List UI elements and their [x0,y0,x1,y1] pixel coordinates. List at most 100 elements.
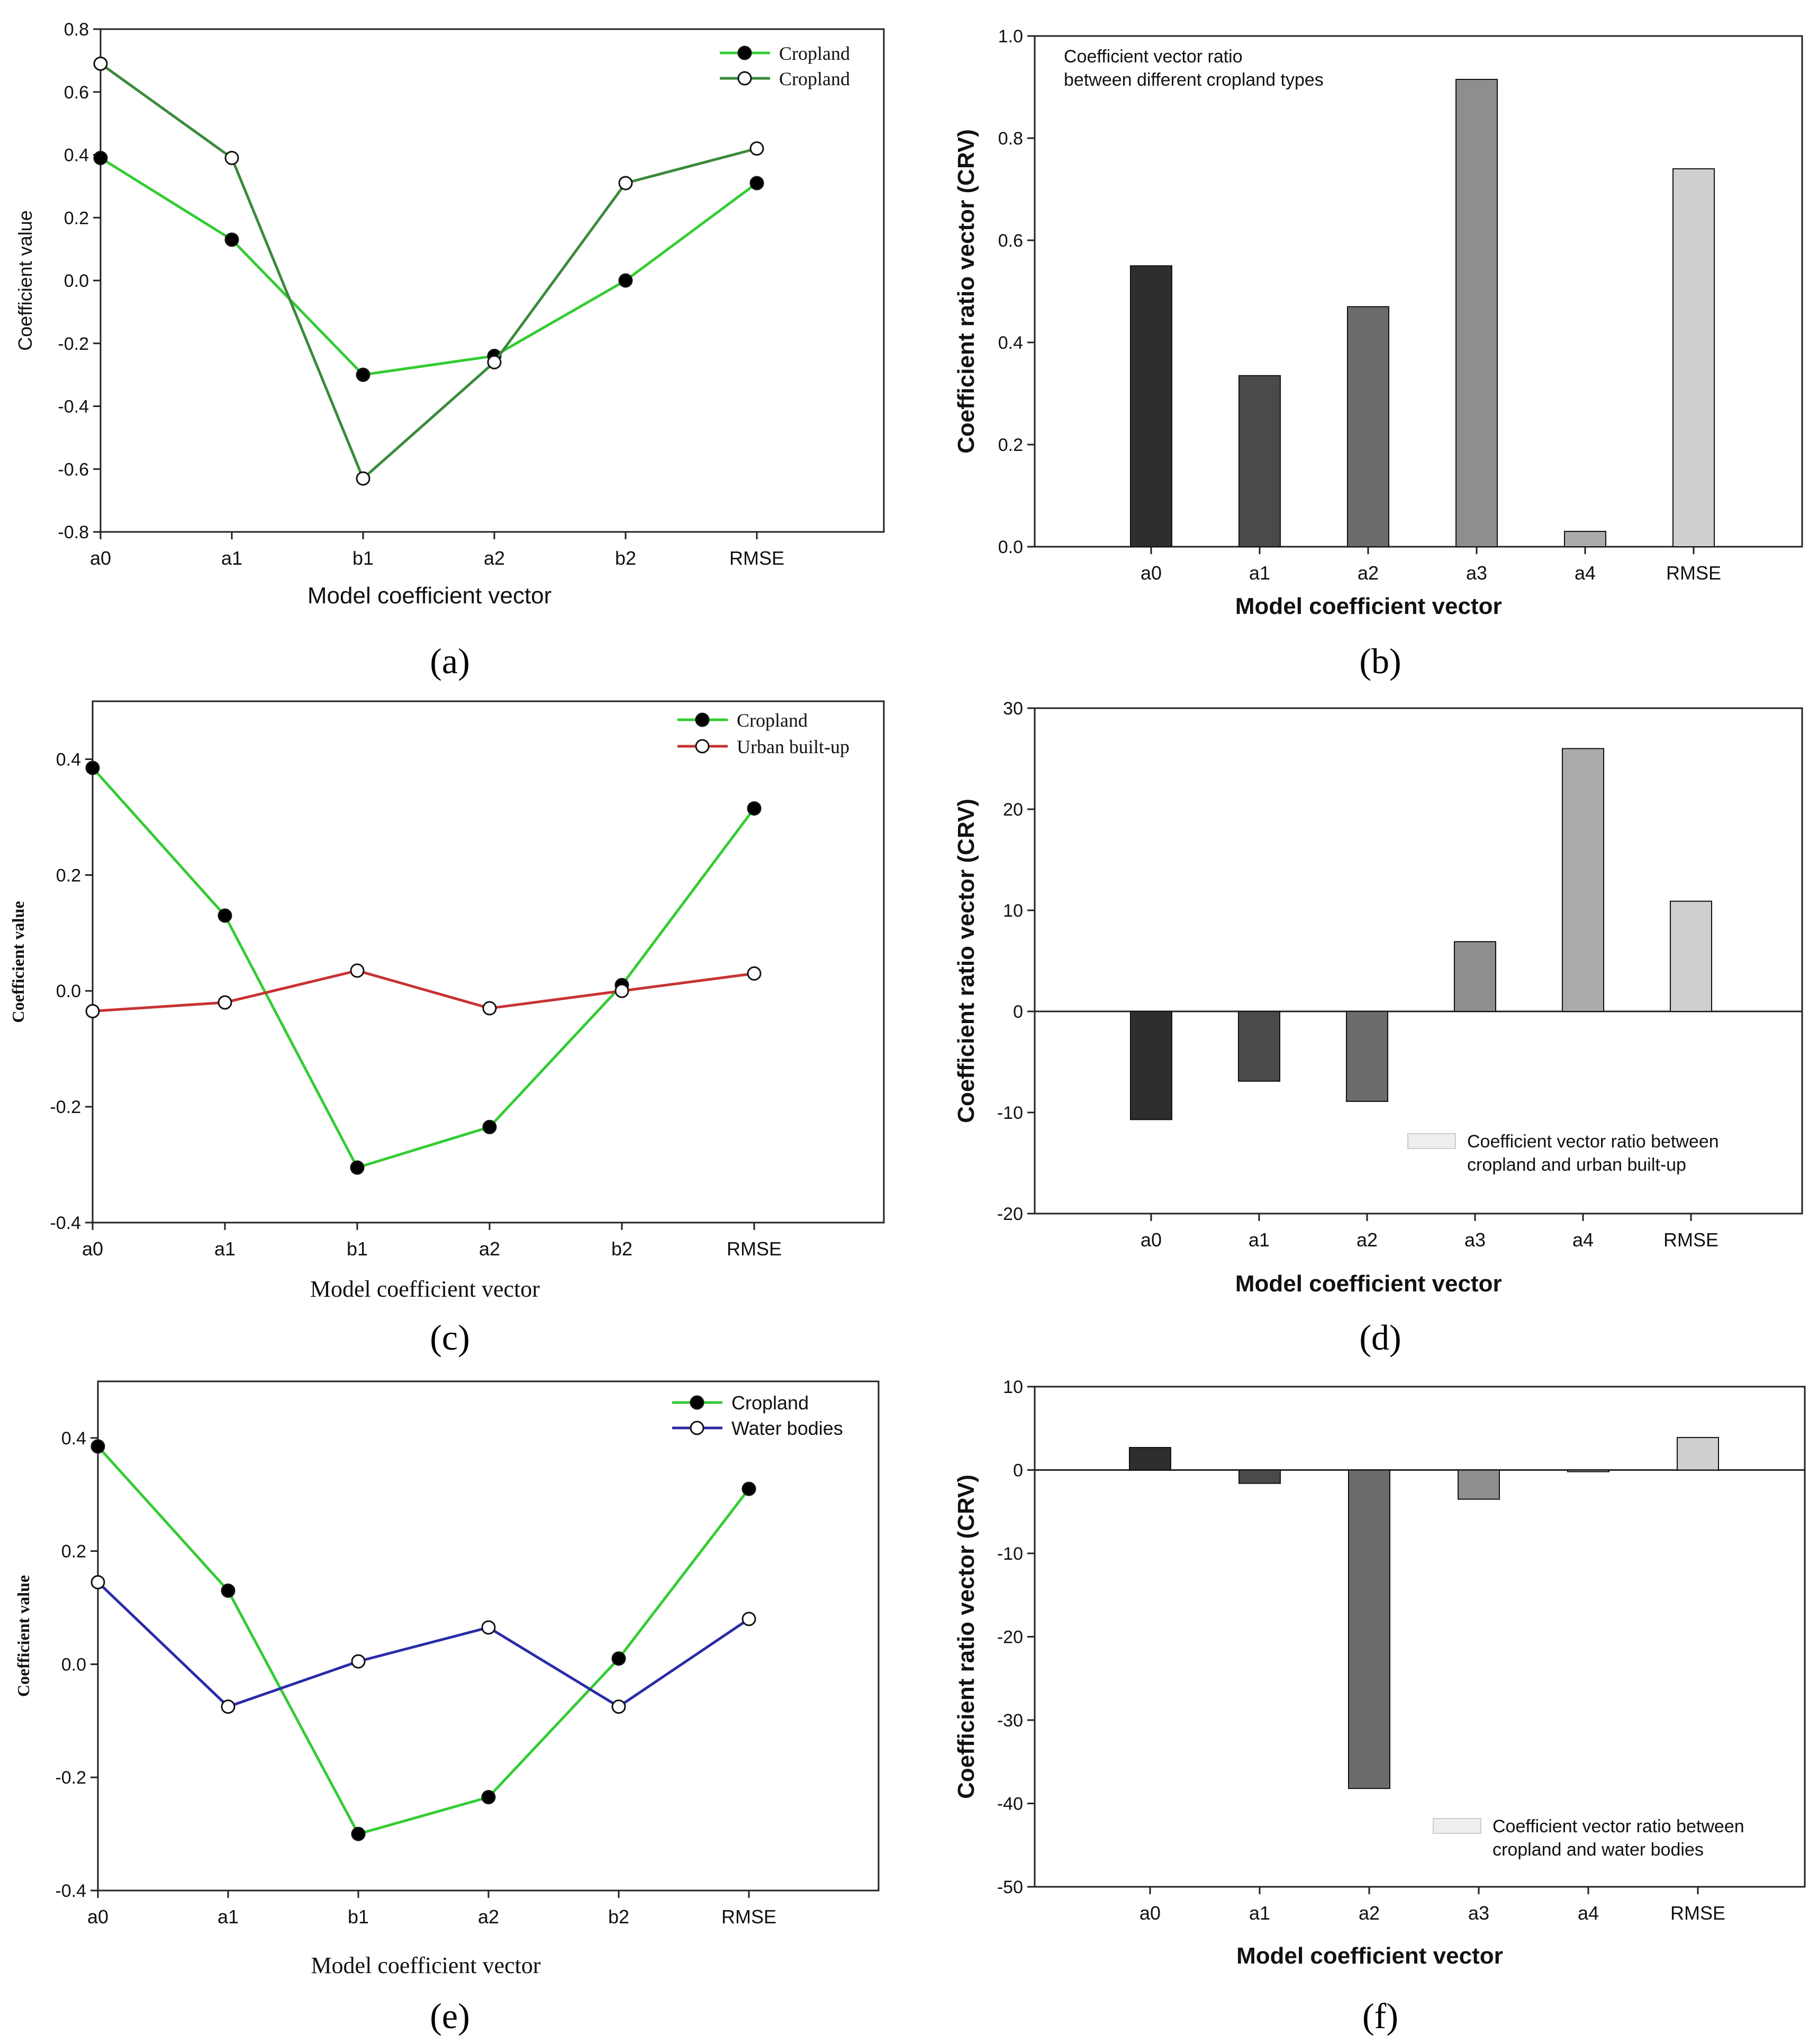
y-tick-label: 0.0 [998,537,1023,557]
legend-label: Coefficient vector ratio between [1467,1132,1719,1152]
data-point [741,1481,756,1496]
legend-marker [690,1421,704,1435]
y-tick-label: -0.2 [50,1097,81,1117]
data-point [351,1826,366,1841]
data-point [93,56,108,71]
x-tick-label: RMSE [1663,1229,1718,1251]
x-axis-label: Model coefficient vector [1235,1271,1502,1297]
x-axis-label: Model coefficient vector [310,1276,540,1302]
x-tick-label: b1 [352,547,374,569]
data-point [350,1160,365,1175]
y-axis-label: Coefficient value [14,210,36,351]
data-point [747,966,762,981]
legend-label: Cropland [779,68,850,89]
panel-label-e: (e) [430,1996,469,2036]
x-tick-label: a3 [1468,1902,1489,1924]
y-tick-label: -20 [997,1204,1023,1224]
legend-swatch [1407,1133,1456,1149]
data-point [482,1119,497,1134]
bar-a3 [1455,79,1498,547]
bar-a2 [1348,1469,1390,1789]
y-tick-label: -10 [997,1544,1023,1564]
series-line-2 [92,969,755,1013]
x-tick-label: a0 [1139,1902,1161,1924]
data-point [91,1439,105,1454]
legend-marker [737,46,752,60]
data-point [481,1790,496,1805]
x-tick-label: b1 [348,1906,369,1928]
data-point [481,1620,496,1635]
bar-a3 [1454,941,1496,1012]
legend-marker [695,712,710,727]
x-axis-label: Model coefficient vector [1236,1943,1503,1969]
series-line-1 [92,767,756,1170]
bar-a3 [1458,1469,1500,1500]
y-tick-label: 0.0 [56,981,81,1001]
data-point [749,176,764,191]
data-point [614,983,629,998]
x-tick-label: b1 [347,1238,368,1260]
bar-RMSE [1670,900,1712,1012]
y-tick-label: -20 [997,1627,1023,1648]
x-tick-label: a2 [1358,562,1379,584]
x-tick-label: b2 [611,1238,632,1260]
plot-frame [97,1380,880,1892]
legend-label: Cropland [737,710,808,731]
data-point [356,471,370,486]
y-axis-label: Coefficient value [8,901,28,1023]
bar-a4 [1567,1469,1609,1472]
y-tick-label: 0.4 [64,146,89,166]
legend-label: Cropland [731,1392,809,1414]
legend-marker [737,71,752,86]
y-tick-label: 0.4 [61,1428,86,1449]
legend-marker [690,1395,704,1410]
y-tick-label: -50 [997,1877,1023,1897]
x-tick-label: RMSE [1670,1902,1725,1924]
x-tick-label: a1 [1249,562,1270,584]
y-axis-label: Coefficient ratio vector (CRV) [953,129,979,454]
legend-swatch [1433,1818,1481,1834]
y-tick-label: 1.0 [998,26,1023,47]
panel-f: -50 -40 -30 -20 -10 0 10 a0 a1 a2 a3 a4 RMSE Model co… [953,1377,1806,1969]
y-tick-label: -0.4 [55,1881,86,1901]
x-tick-label: RMSE [727,1238,782,1260]
panel-label-f: (f) [1362,1996,1398,2036]
data-point [611,1699,626,1714]
x-tick-label: a2 [1356,1229,1378,1251]
series-line-1 [97,1445,750,1836]
x-tick-label: RMSE [729,547,784,569]
data-point [350,963,365,978]
y-tick-label: 30 [1003,699,1023,719]
legend-label: Urban built-up [737,736,849,757]
y-tick-label: -0.8 [58,522,89,542]
data-point [93,150,108,165]
panel-label-c: (c) [430,1317,469,1358]
legend-label: cropland and urban built-up [1467,1155,1686,1175]
x-tick-label: a1 [1249,1902,1270,1924]
y-tick-label: -0.4 [50,1213,81,1233]
x-tick-label: b2 [608,1906,629,1928]
x-tick-label: b2 [615,547,636,569]
bar-a1 [1238,375,1281,547]
x-tick-label: a4 [1575,562,1596,584]
y-tick-label: 0.0 [61,1654,86,1675]
plot-frame [1034,35,1803,548]
y-tick-label: -40 [997,1794,1023,1814]
data-point [224,150,239,165]
y-tick-label: 0.6 [998,231,1023,251]
x-tick-label: a0 [82,1238,103,1260]
data-point [224,232,239,247]
x-tick-label: RMSE [721,1906,776,1928]
x-tick-label: a2 [484,547,505,569]
legend-label: Coefficient vector ratio between [1493,1816,1744,1837]
annotation-text: Coefficient vector ratio [1064,47,1243,67]
data-point [351,1654,366,1669]
bar-a2 [1346,1011,1388,1102]
x-axis-label: Model coefficient vector [1235,593,1502,619]
panel-e: -0.4 -0.2 0.0 0.2 0.4 a0 a1 b1 a2 b2 RMSE Model coe… [14,1380,880,1978]
bar-a4 [1562,748,1604,1012]
y-tick-label: 10 [1003,901,1023,921]
x-tick-label: a0 [90,547,111,569]
data-point [356,367,370,382]
